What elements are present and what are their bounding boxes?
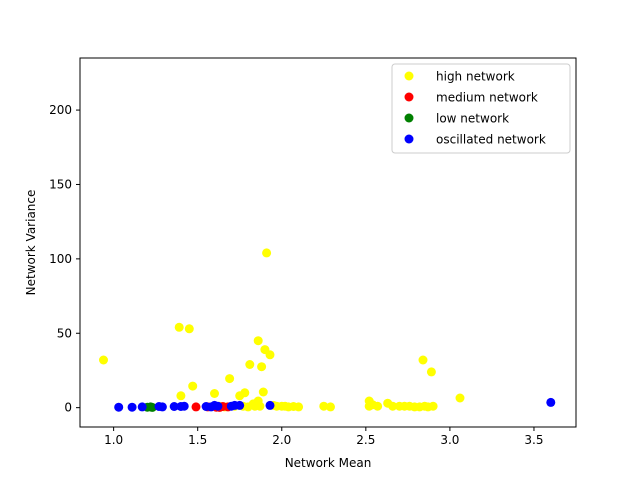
point-series-0-5 <box>262 248 272 258</box>
y-axis-label: Network Variance <box>24 190 38 296</box>
point-series-3-16 <box>546 397 556 407</box>
point-series-0-27 <box>319 401 329 411</box>
point-series-0-3 <box>188 381 198 391</box>
point-series-0-32 <box>364 401 374 411</box>
x-tick-label: 1.0 <box>104 433 123 447</box>
point-series-0-28 <box>326 402 335 412</box>
point-series-0-4 <box>176 391 186 401</box>
point-series-0-14 <box>235 391 245 401</box>
point-series-3-5 <box>169 402 179 411</box>
point-series-0-1 <box>174 322 184 332</box>
point-series-0-6 <box>253 336 263 346</box>
y-tick-label: 150 <box>49 177 72 191</box>
legend-marker <box>404 92 414 102</box>
x-tick-label: 1.5 <box>188 433 207 447</box>
point-series-3-2 <box>137 402 147 412</box>
point-series-0-11 <box>225 374 235 384</box>
x-tick-label: 3.5 <box>524 433 543 447</box>
point-series-0-9 <box>245 360 255 369</box>
point-series-0-42 <box>428 401 438 411</box>
point-series-0-10 <box>257 362 267 372</box>
legend-label: low network <box>436 112 509 126</box>
legend: high network medium network low network osc… <box>391 63 571 154</box>
point-series-0-47 <box>243 402 253 412</box>
legend-marker <box>404 113 414 123</box>
legend-box <box>391 63 571 154</box>
point-series-0-31 <box>373 401 383 411</box>
legend-marker <box>404 134 414 144</box>
x-axis-ticks: 1.0 1.5 2.0 2.5 3.0 3.5 <box>104 427 544 447</box>
point-series-0-26 <box>294 402 304 412</box>
legend-label: high network <box>436 70 515 84</box>
point-series-3-4 <box>157 402 167 412</box>
points-layer <box>99 248 556 412</box>
point-series-0-0 <box>99 355 108 365</box>
y-tick-label: 50 <box>57 326 72 340</box>
y-axis-ticks: 0 50 100 150 200 <box>49 103 80 415</box>
legend-label: medium network <box>436 91 538 105</box>
point-series-0-19 <box>255 401 265 411</box>
x-tick-label: 3.0 <box>440 433 459 447</box>
point-series-3-7 <box>179 401 189 411</box>
point-series-3-1 <box>127 402 137 412</box>
point-series-3-14 <box>235 400 245 410</box>
legend-marker <box>404 71 414 81</box>
point-series-0-45 <box>455 393 465 403</box>
point-series-0-12 <box>210 389 219 398</box>
x-tick-label: 2.5 <box>356 433 375 447</box>
point-series-0-43 <box>418 355 428 365</box>
point-series-1-0 <box>191 402 201 412</box>
point-series-0-34 <box>388 401 398 411</box>
point-series-3-11 <box>213 401 223 411</box>
point-series-0-44 <box>426 367 436 377</box>
x-tick-label: 2.0 <box>272 433 291 447</box>
y-tick-label: 200 <box>49 103 72 117</box>
point-series-3-0 <box>114 402 124 412</box>
point-series-0-15 <box>258 387 268 397</box>
point-series-3-15 <box>265 400 275 410</box>
point-series-2-2 <box>147 402 157 412</box>
point-series-0-2 <box>184 324 194 334</box>
y-tick-label: 0 <box>64 401 72 415</box>
legend-label: oscillated network <box>436 133 546 147</box>
x-axis-label: Network Mean <box>285 456 372 470</box>
point-series-0-8 <box>265 350 275 360</box>
plot-frame <box>79 57 577 428</box>
y-tick-label: 100 <box>49 252 72 266</box>
